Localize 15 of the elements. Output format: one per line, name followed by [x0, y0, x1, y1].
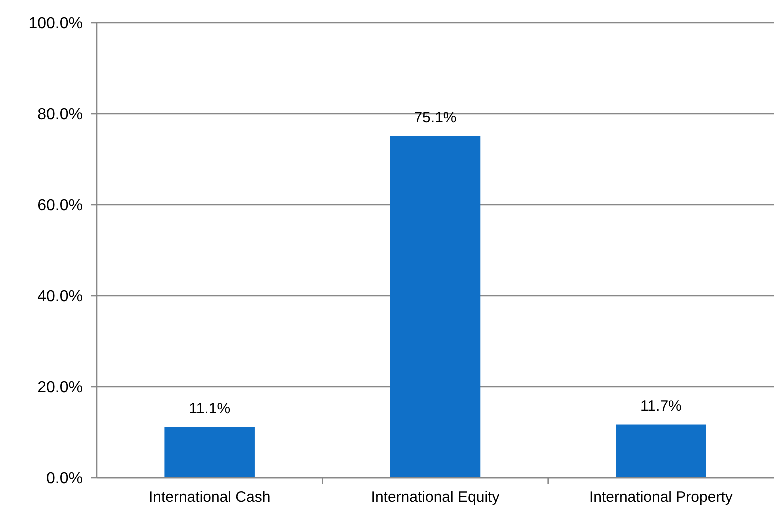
x-tick-label: International Property [589, 489, 734, 506]
y-tick-label: 40.0% [38, 288, 83, 306]
y-tick-label: 20.0% [38, 380, 83, 397]
y-tick-label: 100.0% [28, 16, 83, 33]
bar [616, 424, 706, 478]
data-label: 11.7% [640, 398, 682, 415]
bar [164, 427, 255, 478]
y-tick-label: 0.0% [46, 470, 83, 488]
y-tick-label: 80.0% [38, 106, 83, 124]
bar [390, 136, 481, 478]
x-tick-label: International Equity [371, 489, 500, 506]
y-tick-label: 60.0% [38, 198, 83, 215]
data-label: 11.1% [189, 400, 231, 418]
x-tick-label: International Cash [148, 489, 271, 506]
data-label: 75.1% [414, 109, 457, 126]
